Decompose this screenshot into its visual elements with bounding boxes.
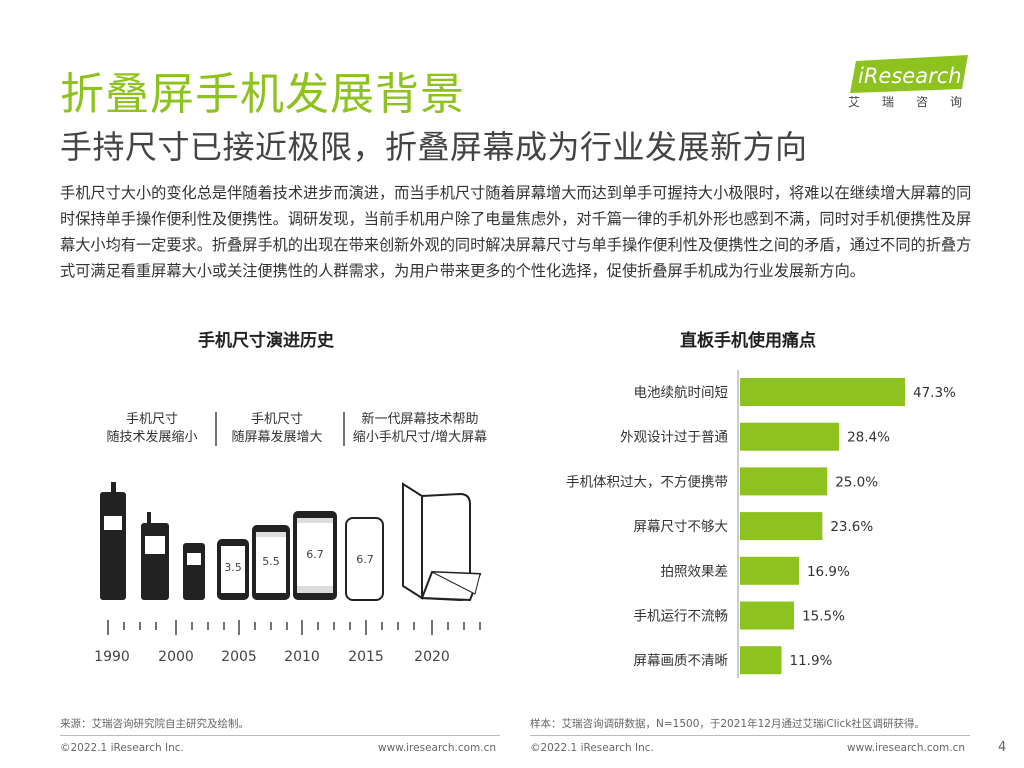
smartphone-6-7-icon: 6.7 <box>293 511 337 600</box>
year-label: 2005 <box>221 649 257 665</box>
source-note-right: 样本：艾瑞咨询调研数据，N=1500，于2021年12月通过艾瑞iClick社区… <box>530 718 925 730</box>
left-chart-title: 手机尺寸演进历史 <box>198 331 334 351</box>
phone-size-evolution-diagram: 手机尺寸 随技术发展缩小 手机尺寸 随屏幕发展增大 新一代屏幕技术帮助 缩小手机… <box>94 411 487 665</box>
phase1-label-line2: 随技术发展缩小 <box>106 429 197 445</box>
bar-category-label: 手机运行不流畅 <box>634 609 729 625</box>
year-label: 2000 <box>158 649 194 665</box>
screen-size-label: 5.5 <box>262 555 280 568</box>
year-label: 2015 <box>348 649 384 665</box>
brick-phone-icon <box>100 482 126 600</box>
bar-value-label: 15.5% <box>802 609 845 625</box>
screen-size-label: 6.7 <box>356 553 374 566</box>
page-subtitle: 手持尺寸已接近极限，折叠屏幕成为行业发展新方向 <box>60 128 808 166</box>
bar-category-label: 屏幕尺寸不够大 <box>634 519 729 535</box>
bar <box>740 467 828 496</box>
phase3-label-line1: 新一代屏幕技术帮助 <box>361 411 478 427</box>
bar-category-label: 外观设计过于普通 <box>620 430 728 446</box>
bar-value-label: 11.9% <box>790 653 833 669</box>
page-number: 4 <box>998 740 1007 755</box>
year-label: 2020 <box>414 649 450 665</box>
body-paragraph: 手机尺寸大小的变化总是伴随着技术进步而演进，而当手机尺寸随着屏幕增大而达到单手可… <box>60 184 972 280</box>
iresearch-logo: iResearch 艾瑞咨询 <box>848 55 973 117</box>
year-label: 1990 <box>94 649 130 665</box>
page-title: 折叠屏手机发展背景 <box>60 69 465 120</box>
bar <box>740 556 799 585</box>
smartphone-3-5-icon: 3.5 <box>217 539 249 600</box>
timeline-ticks <box>107 620 481 635</box>
bar-category-label: 手机体积过大，不方便携带 <box>566 474 728 490</box>
bar <box>740 601 795 630</box>
bar <box>740 512 823 541</box>
website-link-left[interactable]: www.iresearch.com.cn <box>378 742 497 754</box>
logo-text: iResearch <box>858 64 962 88</box>
year-label: 2010 <box>284 649 320 665</box>
bar-value-label: 47.3% <box>913 385 956 401</box>
screen-size-label: 6.7 <box>306 548 324 561</box>
bar-value-label: 23.6% <box>830 519 873 535</box>
logo-mark: iResearch <box>850 55 968 93</box>
pain-points-bar-chart: 电池续航时间短 47.3% 外观设计过于普通 28.4% 手机体积过大，不方便携带 25.… <box>566 370 956 678</box>
bar <box>740 422 840 451</box>
foldable-phone-icon <box>402 482 482 602</box>
bars-group: 电池续航时间短 47.3% 外观设计过于普通 28.4% 手机体积过大，不方便携带 25.… <box>566 378 956 675</box>
smartphone-5-5-icon: 5.5 <box>252 525 290 600</box>
full-screen-phone-icon: 6.7 <box>345 517 384 601</box>
bar <box>740 646 782 675</box>
phase3-label-line2: 缩小手机尺寸/增大屏幕 <box>353 429 487 445</box>
source-note-left: 来源：艾瑞咨询研究院自主研究及绘制。 <box>60 718 249 730</box>
bar-category-label: 拍照效果差 <box>661 564 729 580</box>
phase1-label-line1: 手机尺寸 <box>126 412 178 427</box>
phase2-label-line1: 手机尺寸 <box>251 412 303 427</box>
website-link-right[interactable]: www.iresearch.com.cn <box>847 742 966 754</box>
copyright-left: ©2022.1 iResearch Inc. <box>60 742 184 754</box>
phase2-label-line2: 随屏幕发展增大 <box>231 429 322 445</box>
footer-divider <box>60 735 500 736</box>
bar-category-label: 电池续航时间短 <box>634 385 729 401</box>
bar-category-label: 屏幕画质不清晰 <box>634 653 729 669</box>
screen-size-label: 3.5 <box>224 561 242 574</box>
bar-value-label: 28.4% <box>847 430 890 446</box>
logo-subtext: 艾瑞咨询 <box>848 95 985 109</box>
footer-divider <box>530 735 970 736</box>
feature-phone-icon <box>183 543 205 600</box>
bar <box>740 378 905 406</box>
right-chart-title: 直板手机使用痛点 <box>680 331 816 351</box>
copyright-right: ©2022.1 iResearch Inc. <box>530 742 654 754</box>
bar-value-label: 25.0% <box>835 474 878 490</box>
bar-value-label: 16.9% <box>807 564 850 580</box>
flip-phone-icon <box>141 512 169 600</box>
